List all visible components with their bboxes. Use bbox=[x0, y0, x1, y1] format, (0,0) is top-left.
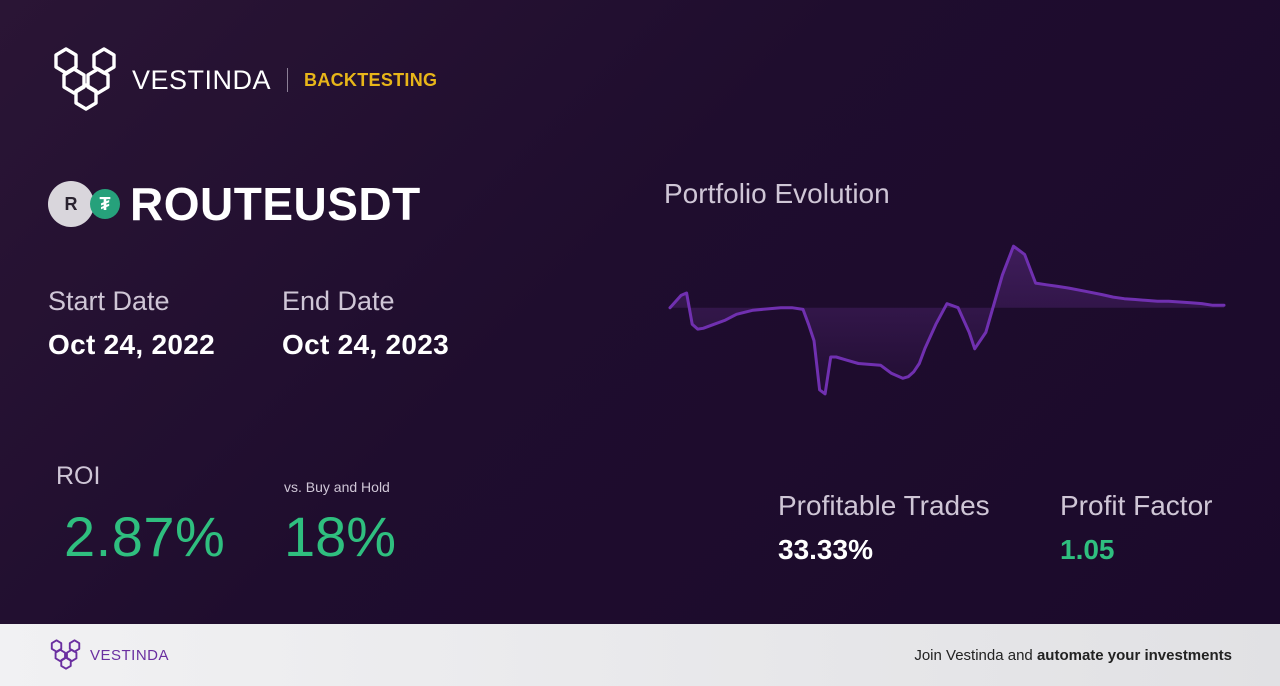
base-coin-icon: R bbox=[48, 181, 94, 227]
chart-title: Portfolio Evolution bbox=[664, 178, 890, 209]
profitable-trades-block: Profitable Trades 33.33% bbox=[778, 490, 990, 566]
brand-name: VESTINDA bbox=[132, 64, 272, 95]
footer-brand-name: VESTINDA bbox=[90, 646, 170, 664]
footer-logo-icon bbox=[50, 639, 81, 670]
profitable-trades-label: Profitable Trades bbox=[778, 490, 990, 521]
header: VESTINDA BACKTESTING bbox=[48, 46, 437, 114]
tether-icon: ₮ bbox=[90, 189, 120, 219]
profitable-trades-value: 33.33% bbox=[778, 534, 873, 565]
start-date-value: Oct 24, 2022 bbox=[48, 329, 216, 360]
chart-area-fill bbox=[670, 246, 1224, 394]
end-date-label: End Date bbox=[282, 286, 395, 316]
trading-pair: R ₮ ROUTEUSDT bbox=[48, 176, 421, 232]
profit-factor-value: 1.05 bbox=[1060, 534, 1115, 565]
portfolio-chart bbox=[668, 244, 1226, 396]
roi-value: 2.87% bbox=[64, 505, 226, 568]
profit-factor-block: Profit Factor 1.05 bbox=[1060, 490, 1212, 566]
main-panel: VESTINDA BACKTESTING R ₮ ROUTEUSDT Start… bbox=[0, 0, 1280, 624]
roi-label: ROI bbox=[56, 462, 101, 490]
start-date-block: Start Date Oct 24, 2022 bbox=[48, 286, 215, 361]
footer-cta-prefix: Join Vestinda and bbox=[914, 646, 1037, 664]
pair-name: ROUTEUSDT bbox=[130, 178, 421, 230]
footer-cta[interactable]: Join Vestinda and automate your investme… bbox=[914, 647, 1232, 664]
footer-cta-bold: automate your investments bbox=[1036, 646, 1232, 664]
footer-brand[interactable]: VESTINDA bbox=[48, 639, 169, 671]
chart-series-line bbox=[668, 244, 1226, 396]
end-date-block: End Date Oct 24, 2023 bbox=[282, 286, 449, 361]
vestinda-logo-icon bbox=[54, 47, 116, 111]
section-tag: BACKTESTING bbox=[304, 69, 438, 90]
buy-hold-value: 18% bbox=[284, 505, 397, 568]
buy-hold-label: vs. Buy and Hold bbox=[284, 479, 390, 495]
header-divider bbox=[287, 68, 289, 92]
profit-factor-label: Profit Factor bbox=[1060, 490, 1213, 521]
start-date-label: Start Date bbox=[48, 286, 170, 316]
end-date-value: Oct 24, 2023 bbox=[282, 329, 450, 360]
footer: VESTINDA Join Vestinda and automate your… bbox=[0, 624, 1280, 686]
